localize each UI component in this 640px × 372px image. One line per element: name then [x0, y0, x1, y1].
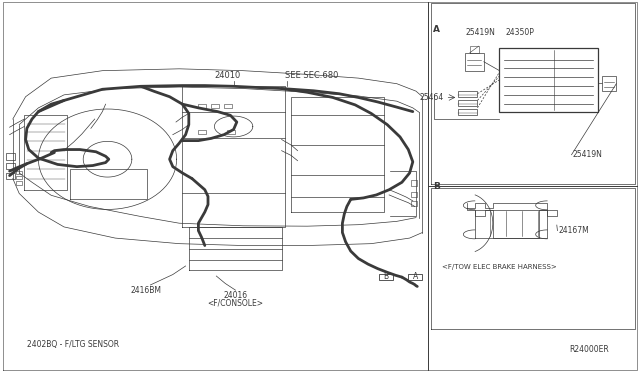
Bar [458, 109, 477, 115]
Text: 24016: 24016 [223, 291, 248, 300]
Bar [211, 104, 219, 108]
Text: <F/TOW ELEC BRAKE HARNESS>: <F/TOW ELEC BRAKE HARNESS> [442, 264, 557, 270]
Bar [198, 104, 206, 108]
Bar [602, 76, 616, 91]
Text: A: A [433, 25, 440, 34]
Bar [6, 173, 15, 179]
Bar [16, 176, 22, 179]
Bar [224, 104, 232, 108]
Bar [465, 53, 484, 71]
Text: 2402BQ - F/LTG SENSOR: 2402BQ - F/LTG SENSOR [27, 340, 119, 349]
Text: 25464: 25464 [420, 93, 444, 102]
Text: 24350P: 24350P [506, 28, 534, 37]
Bar [6, 163, 15, 169]
Text: 24167M: 24167M [559, 226, 589, 235]
Bar [499, 48, 598, 112]
Text: 25419N: 25419N [573, 150, 603, 159]
Text: 24010: 24010 [214, 71, 241, 80]
Text: R24000ER: R24000ER [569, 345, 609, 354]
Bar [458, 100, 477, 106]
Bar [6, 153, 15, 160]
Text: B: B [433, 182, 440, 191]
Bar [227, 130, 235, 134]
Bar [411, 192, 417, 197]
Text: <F/CONSOLE>: <F/CONSOLE> [207, 298, 264, 307]
Text: 2416BM: 2416BM [131, 286, 161, 295]
Bar [379, 274, 393, 280]
Bar [16, 181, 22, 185]
Bar [198, 130, 206, 134]
Text: 25419N: 25419N [466, 28, 496, 37]
Text: SEE SEC.680: SEE SEC.680 [285, 71, 338, 80]
Bar [408, 274, 422, 280]
Bar [411, 201, 417, 206]
Text: B: B [383, 272, 388, 281]
Bar [16, 171, 22, 174]
Bar [411, 180, 417, 186]
Text: A: A [413, 272, 418, 281]
Bar [458, 91, 477, 97]
